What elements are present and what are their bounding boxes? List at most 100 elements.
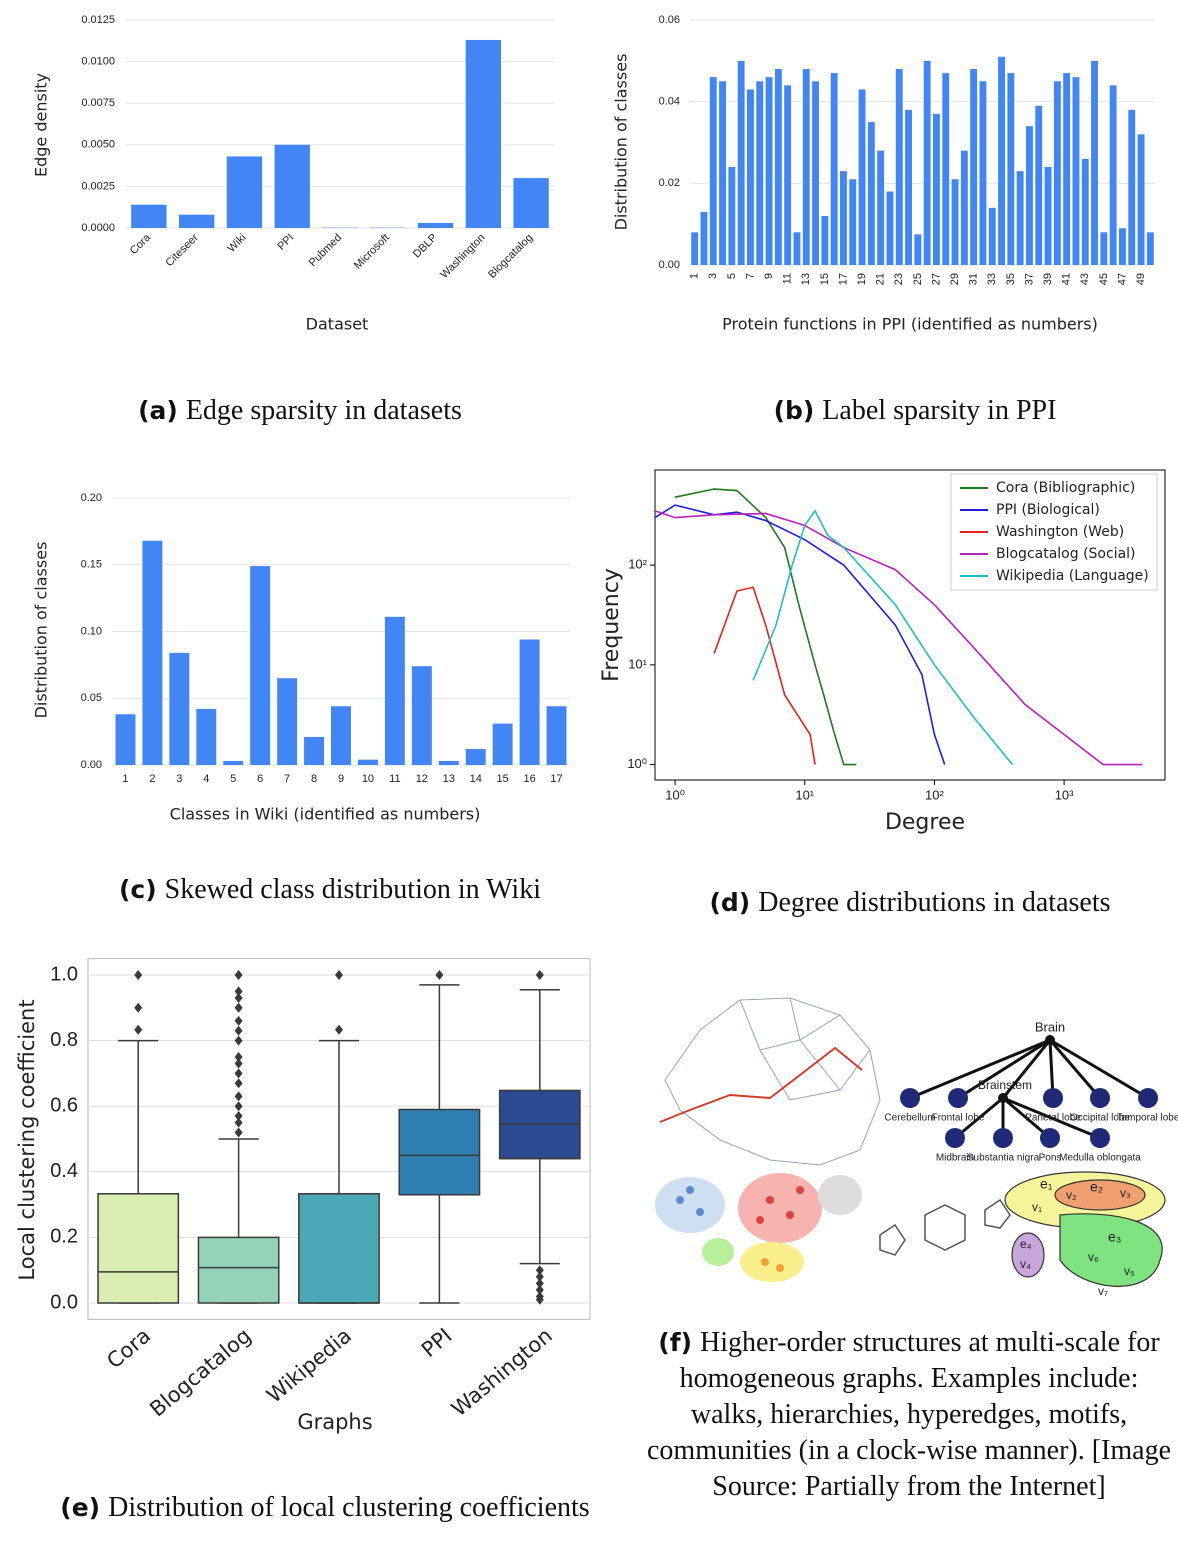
y-tick-label: 0.20 — [81, 492, 102, 504]
outlier — [234, 1101, 243, 1112]
hierarchy-leaf: Substantia nigra — [967, 1153, 1040, 1164]
x-tick-label: 45 — [1098, 273, 1110, 285]
y-tick-label: 0.06 — [659, 14, 680, 26]
bar — [988, 207, 996, 265]
bar — [274, 144, 310, 228]
caption: (b) Label sparsity in PPI — [630, 393, 1178, 429]
caption-text: Edge sparsity in datasets — [185, 395, 462, 426]
x-tick-label: 1 — [122, 773, 128, 785]
bar — [812, 81, 819, 265]
series-line — [713, 586, 816, 765]
bar — [226, 156, 263, 228]
outlier — [234, 1078, 243, 1089]
bar — [858, 89, 866, 266]
outlier — [335, 1024, 343, 1035]
bar — [979, 81, 987, 265]
bar — [357, 759, 378, 765]
y-tick-label: 0.0075 — [81, 97, 115, 109]
x-tick-label: 10⁰ — [665, 787, 685, 802]
x-tick-label: 37 — [1023, 273, 1035, 285]
y-axis-title: Local clustering coefficient — [15, 999, 39, 1280]
y-tick-label: 0.15 — [81, 559, 102, 571]
x-tick-label: Cora — [128, 231, 154, 257]
hyperedges — [1004, 1171, 1166, 1287]
outlier — [234, 1117, 243, 1128]
outlier — [535, 970, 544, 980]
y-tick-label: 0.05 — [81, 692, 102, 704]
caption-text: Label sparsity in PPI — [822, 395, 1057, 426]
box — [197, 1236, 280, 1304]
hierarchy-leaf: Medulla oblongata — [1059, 1153, 1141, 1164]
bar — [700, 211, 708, 265]
outlier — [535, 1278, 544, 1289]
caption-text: Distribution of local clustering coeffic… — [108, 1492, 590, 1523]
outlier — [234, 1025, 243, 1036]
x-tick-label: 31 — [968, 273, 980, 285]
x-tick-label: Wikipedia — [262, 1323, 356, 1407]
outlier — [234, 986, 243, 997]
hierarchy-root: Brain — [1035, 1019, 1065, 1034]
bar — [546, 706, 567, 765]
bar — [417, 223, 454, 228]
x-tick-label: 47 — [1116, 273, 1128, 285]
x-tick-label: 19 — [856, 273, 868, 285]
bar — [998, 56, 1005, 265]
x-axis-title: Degree — [885, 810, 965, 835]
bar — [1119, 228, 1126, 265]
bar — [1137, 134, 1145, 265]
hierarchy-node: Brainstem — [978, 1078, 1032, 1092]
y-tick-label: 0.4 — [50, 1160, 78, 1182]
x-tick-label: 7 — [284, 773, 290, 785]
bar — [821, 216, 829, 265]
x-tick-label: 4 — [203, 773, 209, 785]
bar — [951, 179, 959, 265]
series-line — [654, 510, 1143, 766]
outlier — [234, 1091, 243, 1102]
x-tick-label: 43 — [1079, 273, 1091, 285]
y-tick-label: 0.00 — [81, 759, 102, 771]
y-tick-label: 10¹ — [628, 656, 647, 671]
motif — [879, 1198, 1011, 1256]
x-tick-label: 33 — [986, 273, 998, 285]
y-axis-title: Frequency — [599, 568, 624, 682]
outlier — [234, 1052, 243, 1062]
walk-graph — [664, 997, 881, 1166]
bar — [519, 639, 540, 765]
bar — [970, 69, 978, 265]
x-tick-label: 15 — [497, 773, 509, 785]
vertex-label: v₁ — [1032, 1200, 1042, 1214]
x-axis-title: Dataset — [306, 315, 369, 334]
caption: (a) Edge sparsity in datasets — [0, 393, 600, 429]
bar — [1109, 85, 1117, 265]
x-tick-label: DBLP — [411, 232, 440, 261]
x-tick-label: 27 — [930, 273, 942, 285]
bar — [131, 204, 167, 228]
x-tick-label: Citeseer — [163, 231, 201, 269]
communities — [655, 1173, 862, 1282]
bar — [142, 540, 163, 765]
caption-label: (a) — [138, 396, 178, 425]
y-tick-label: 0.10 — [81, 625, 102, 637]
bar — [196, 708, 217, 765]
y-axis-title: Distribution of classes — [32, 542, 51, 719]
x-axis-title: Protein functions in PPI (identified as … — [722, 315, 1098, 334]
outlier — [234, 1111, 243, 1122]
x-tick-label: 10³ — [1055, 787, 1074, 802]
x-tick-label: 11 — [389, 773, 400, 785]
bar — [250, 566, 271, 765]
hierarchy-nodes — [900, 1035, 1158, 1148]
bar — [849, 179, 857, 265]
bar — [1026, 126, 1033, 266]
hierarchy-leaf: Pons — [1039, 1153, 1062, 1164]
bar — [1007, 73, 1015, 265]
legend-label: Washington (Web) — [996, 524, 1124, 540]
bar — [784, 85, 792, 265]
caption-text: Degree distributions in datasets — [758, 887, 1111, 918]
bar — [728, 167, 736, 265]
plot-frame — [654, 469, 1166, 781]
bar — [384, 616, 405, 765]
bar — [465, 748, 486, 765]
legend-label: PPI (Biological) — [996, 502, 1100, 518]
bar — [304, 736, 325, 765]
y-tick-label: 0.0050 — [81, 139, 115, 151]
